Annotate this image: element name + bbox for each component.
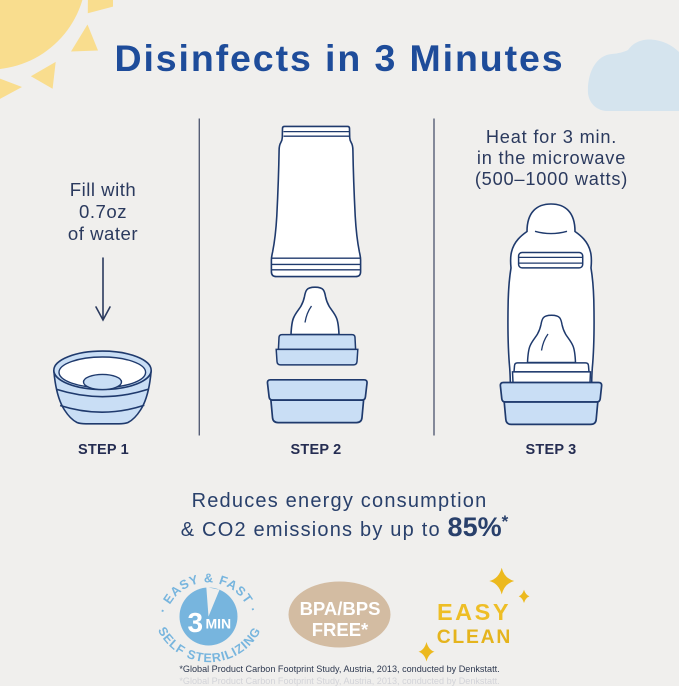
svg-text:3: 3 xyxy=(188,607,204,638)
svg-text:MIN: MIN xyxy=(206,616,232,632)
